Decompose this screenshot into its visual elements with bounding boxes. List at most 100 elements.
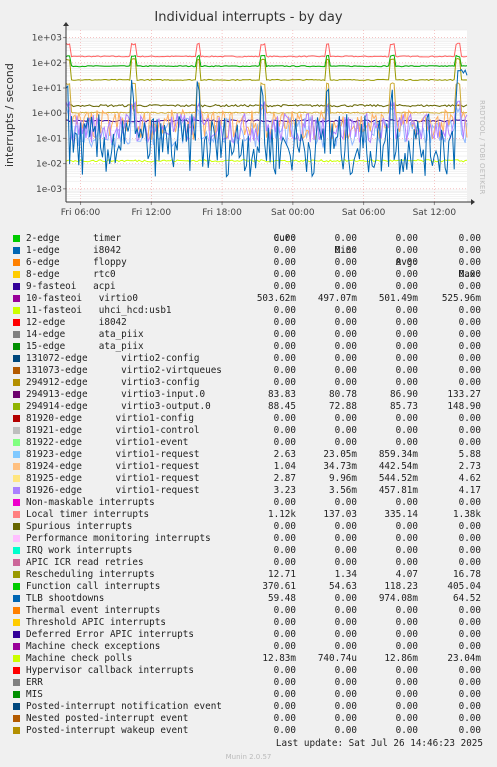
series-line-rescheduling bbox=[65, 81, 468, 114]
legend-row: 131073-edge virtio2-virtqueues 0.00 0.00 0.… bbox=[0, 365, 497, 377]
legend-name: 9-fasteoi acpi bbox=[26, 281, 116, 292]
legend-min: 0.00 bbox=[334, 305, 357, 316]
legend-min: 0.00 bbox=[334, 725, 357, 736]
legend-min: 0.00 bbox=[334, 437, 357, 448]
legend-cur: 0.00 bbox=[273, 497, 296, 508]
series-line-tlb bbox=[65, 68, 468, 178]
legend-min: 0.00 bbox=[334, 317, 357, 328]
legend-name: Non-maskable interrupts bbox=[26, 497, 155, 508]
legend-min: 0.00 bbox=[334, 365, 357, 376]
legend-name: 294912-edge virtio3-config bbox=[26, 377, 200, 388]
legend-avg: 0.00 bbox=[395, 233, 418, 244]
legend-min: 0.00 bbox=[334, 233, 357, 244]
legend-min: 0.00 bbox=[334, 689, 357, 700]
legend-cur: 0.00 bbox=[273, 233, 296, 244]
legend-max: 0.00 bbox=[458, 437, 481, 448]
series-line-local-timer bbox=[65, 42, 468, 58]
legend-max: 0.00 bbox=[458, 269, 481, 280]
legend-max: 0.00 bbox=[458, 629, 481, 640]
legend-row: Non-maskable interrupts 0.00 0.00 0.00 0.00 bbox=[0, 497, 497, 509]
y-tick-label: 1e+00 bbox=[32, 109, 63, 119]
legend-max: 133.27 bbox=[447, 389, 481, 400]
legend-name: Hypervisor callback interrupts bbox=[26, 665, 194, 676]
legend-name: Deferred Error APIC interrupts bbox=[26, 629, 194, 640]
legend-name: 81920-edge virtio1-config bbox=[26, 413, 194, 424]
legend-max: 0.00 bbox=[458, 317, 481, 328]
legend-row: Performance monitoring interrupts 0.00 0.0… bbox=[0, 533, 497, 545]
legend-name: 6-edge floppy bbox=[26, 257, 127, 268]
series-line-machine-check-polls bbox=[65, 159, 468, 163]
legend-row: 2-edge timer 0.00 0.00 0.00 0.00 bbox=[0, 233, 497, 245]
legend-swatch bbox=[13, 259, 20, 266]
legend-avg: 457.81m bbox=[378, 485, 418, 496]
legend-min: 0.00 bbox=[334, 665, 357, 676]
legend-row: 12-edge i8042 0.00 0.00 0.00 0.00 bbox=[0, 317, 497, 329]
legend-min: 0.00 bbox=[334, 521, 357, 532]
legend-max: 0.00 bbox=[458, 377, 481, 388]
legend-avg: 0.00 bbox=[395, 257, 418, 268]
legend-avg: 0.00 bbox=[395, 341, 418, 352]
legend-cur: 59.48 bbox=[268, 593, 296, 604]
legend-row: 81923-edge virtio1-request 2.63 23.05m 859.… bbox=[0, 449, 497, 461]
legend-avg: 0.00 bbox=[395, 305, 418, 316]
legend-swatch bbox=[13, 619, 20, 626]
y-tick-label: 1e+01 bbox=[32, 84, 62, 94]
x-tick-label: Sat 00:00 bbox=[271, 208, 315, 218]
legend-cur: 0.00 bbox=[273, 377, 296, 388]
legend-name: 81925-edge virtio1-request bbox=[26, 473, 200, 484]
legend-name: Function call interrupts bbox=[26, 581, 161, 592]
legend-swatch bbox=[13, 547, 20, 554]
legend-max: 4.17 bbox=[458, 485, 481, 496]
legend-avg: 0.00 bbox=[395, 689, 418, 700]
legend-swatch bbox=[13, 679, 20, 686]
legend-cur: 1.12k bbox=[268, 509, 296, 520]
legend-max: 2.73 bbox=[458, 461, 481, 472]
legend-max: 148.90 bbox=[447, 401, 481, 412]
rrdtool-credit: RRDTOOL / TOBI OETIKER bbox=[478, 100, 486, 195]
legend-cur: 0.00 bbox=[273, 341, 296, 352]
legend-max: 0.00 bbox=[458, 233, 481, 244]
munin-version: Munin 2.0.57 bbox=[225, 753, 272, 761]
legend-name: 81926-edge virtio1-request bbox=[26, 485, 200, 496]
legend-row: 81925-edge virtio1-request 2.87 9.96m 544.5… bbox=[0, 473, 497, 485]
legend-max: 0.00 bbox=[458, 245, 481, 256]
legend-swatch bbox=[13, 631, 20, 638]
legend-name: 8-edge rtc0 bbox=[26, 269, 116, 280]
legend-min: 0.00 bbox=[334, 269, 357, 280]
legend-max: 5.88 bbox=[458, 449, 481, 460]
legend-min: 54.63 bbox=[329, 581, 357, 592]
legend-swatch bbox=[13, 523, 20, 530]
legend-swatch bbox=[13, 331, 20, 338]
x-tick-label: Fri 12:00 bbox=[132, 208, 172, 218]
legend-avg: 0.00 bbox=[395, 377, 418, 388]
legend-avg: 0.00 bbox=[395, 713, 418, 724]
legend-cur: 0.00 bbox=[273, 317, 296, 328]
legend-cur: 0.00 bbox=[273, 257, 296, 268]
legend-swatch bbox=[13, 511, 20, 518]
legend-min: 0.00 bbox=[334, 341, 357, 352]
legend-name: 81922-edge virtio1-event bbox=[26, 437, 189, 448]
legend-avg: 0.00 bbox=[395, 701, 418, 712]
legend-min: 0.00 bbox=[334, 257, 357, 268]
legend-name: Thermal event interrupts bbox=[26, 605, 161, 616]
last-update: Last update: Sat Jul 26 14:46:23 2025 bbox=[275, 738, 483, 749]
y-tick-label: 1e+02 bbox=[32, 59, 62, 69]
legend-max: 0.00 bbox=[458, 545, 481, 556]
series-line-virtio3-output bbox=[65, 57, 468, 82]
legend-swatch bbox=[13, 379, 20, 386]
legend-max: 525.96m bbox=[441, 293, 481, 304]
legend-cur: 0.00 bbox=[273, 245, 296, 256]
legend-swatch bbox=[13, 499, 20, 506]
legend-max: 0.00 bbox=[458, 425, 481, 436]
legend-cur: 12.71 bbox=[268, 569, 296, 580]
legend-max: 0.00 bbox=[458, 353, 481, 364]
legend-max: 0.00 bbox=[458, 665, 481, 676]
x-tick-label: Sat 06:00 bbox=[342, 208, 386, 218]
legend-row: Deferred Error APIC interrupts 0.00 0.00 0.… bbox=[0, 629, 497, 641]
legend-min: 0.00 bbox=[334, 329, 357, 340]
legend-cur: 0.00 bbox=[273, 521, 296, 532]
legend-avg: 12.86m bbox=[384, 653, 418, 664]
legend-swatch bbox=[13, 595, 20, 602]
x-tick-label: Fri 18:00 bbox=[202, 208, 242, 218]
legend-row: IRQ work interrupts 0.00 0.00 0.00 0.00 bbox=[0, 545, 497, 557]
